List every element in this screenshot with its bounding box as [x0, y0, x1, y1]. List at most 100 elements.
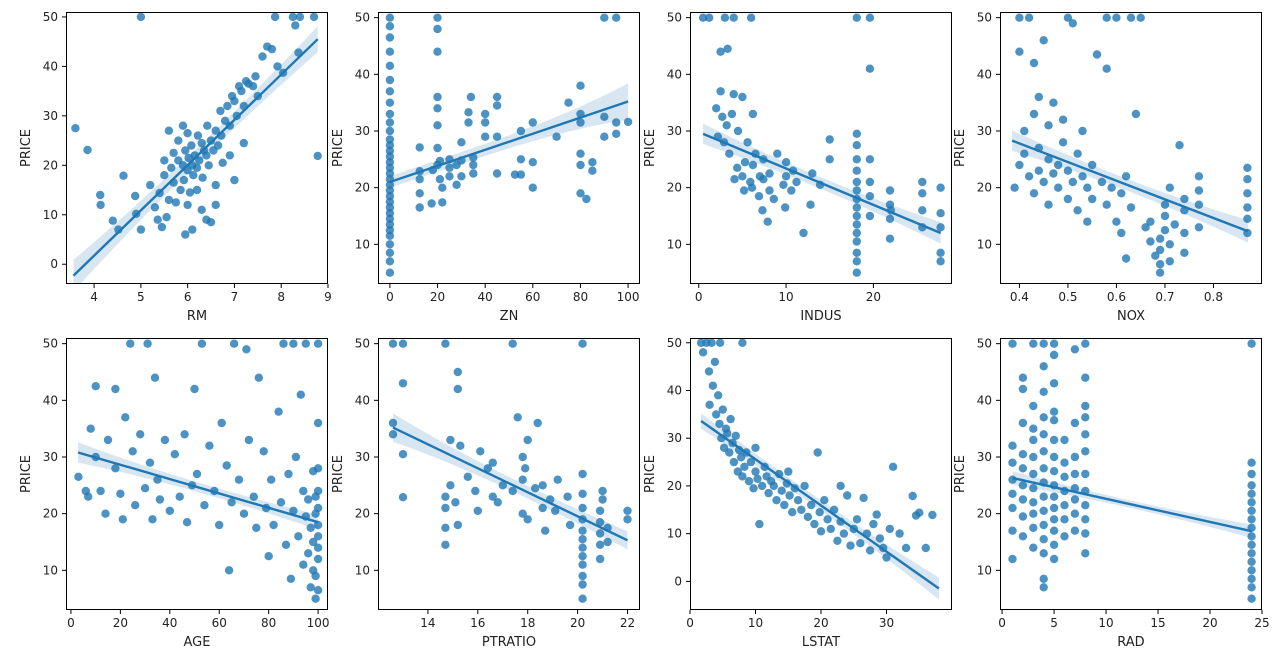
data-point — [1018, 450, 1028, 459]
data-point — [715, 338, 725, 347]
data-point — [612, 129, 621, 138]
data-point — [815, 508, 824, 517]
data-point — [1029, 523, 1038, 532]
data-point — [836, 481, 845, 491]
data-point — [1081, 501, 1090, 510]
data-point — [451, 498, 460, 507]
data-point — [304, 495, 313, 504]
confidence-band — [701, 413, 939, 600]
axes-frame — [378, 12, 640, 284]
data-point — [190, 384, 199, 394]
confidence-band — [78, 442, 319, 530]
data-point — [111, 464, 120, 473]
data-point — [1081, 447, 1090, 456]
data-point — [313, 464, 323, 473]
data-point — [773, 149, 782, 158]
data-point — [1131, 109, 1141, 119]
data-point — [738, 172, 747, 181]
data-point — [513, 413, 522, 422]
data-point — [1039, 464, 1048, 473]
data-point — [150, 203, 160, 212]
data-point — [518, 509, 527, 518]
data-point — [715, 419, 724, 429]
data-point — [427, 199, 436, 208]
y-axis-label: PRICE — [643, 455, 658, 493]
data-point — [96, 200, 105, 210]
data-point — [441, 523, 450, 532]
data-point — [192, 163, 202, 172]
data-point — [202, 151, 211, 160]
y-tick-label: 20 — [43, 158, 58, 172]
y-tick-label: 40 — [355, 393, 370, 407]
data-point — [296, 390, 305, 399]
data-point — [1141, 223, 1150, 232]
y-tick-label: 10 — [43, 563, 58, 577]
x-tick-label: 0 — [695, 290, 703, 304]
data-point — [1073, 149, 1082, 158]
y-tick-label: 50 — [43, 10, 58, 24]
y-axis-label: PRICE — [19, 129, 34, 167]
data-point — [433, 13, 442, 22]
data-point — [603, 537, 612, 547]
data-point — [1034, 166, 1043, 175]
data-point — [229, 339, 239, 348]
data-point — [492, 169, 502, 178]
data-point — [1058, 138, 1068, 147]
data-point — [181, 146, 190, 155]
data-point — [1081, 401, 1090, 411]
data-point — [493, 498, 502, 507]
data-point — [116, 489, 125, 498]
data-point — [1070, 526, 1080, 535]
data-point — [865, 192, 875, 201]
data-point — [311, 571, 320, 581]
data-point — [189, 171, 198, 180]
data-point — [763, 217, 772, 226]
data-point — [284, 469, 293, 479]
regression-line — [1011, 139, 1249, 233]
data-point — [758, 206, 767, 215]
data-point — [598, 495, 607, 504]
data-point — [445, 163, 454, 172]
data-point — [1049, 467, 1059, 476]
plot-indus: 0 10 20 10 20 30 40 50 INDUS PRICE — [643, 11, 952, 324]
plot-nox: 0.4 0.5 0.6 0.7 0.8 10 20 30 40 50 NOX PRICE — [953, 11, 1262, 324]
data-point — [181, 230, 190, 239]
data-point — [1247, 566, 1256, 575]
data-point — [1112, 217, 1121, 226]
data-point — [433, 143, 442, 153]
y-tick-label: 20 — [355, 507, 370, 521]
x-tick-label: 80 — [261, 616, 276, 630]
data-point — [415, 203, 424, 212]
data-point — [1247, 498, 1256, 507]
data-point — [198, 173, 207, 182]
data-point — [457, 138, 466, 147]
data-point — [1102, 13, 1111, 22]
data-point — [595, 554, 605, 564]
data-point — [385, 22, 395, 31]
data-point — [588, 166, 597, 175]
data-point — [564, 98, 573, 107]
data-point — [1070, 345, 1080, 354]
data-point — [96, 486, 105, 496]
data-point — [816, 527, 826, 536]
data-point — [160, 156, 169, 165]
plot-zn: 0 20 40 60 80 100 10 20 30 40 50 ZN PRICE — [331, 11, 640, 324]
data-point — [852, 515, 862, 524]
data-point — [131, 501, 140, 510]
data-point — [492, 92, 502, 102]
y-axis-label: PRICE — [953, 455, 968, 493]
data-point — [91, 382, 100, 391]
data-point — [438, 198, 447, 207]
x-tick-label: 14 — [420, 616, 435, 630]
data-point — [289, 339, 298, 348]
data-point — [747, 183, 757, 192]
data-point — [309, 12, 319, 22]
x-tick-label: 10 — [748, 616, 763, 630]
data-point — [1060, 458, 1069, 467]
data-point — [175, 492, 184, 501]
data-point — [291, 452, 301, 462]
axes-frame — [66, 12, 328, 284]
data-point — [578, 535, 587, 544]
data-point — [1018, 373, 1028, 382]
data-point — [1155, 245, 1165, 255]
